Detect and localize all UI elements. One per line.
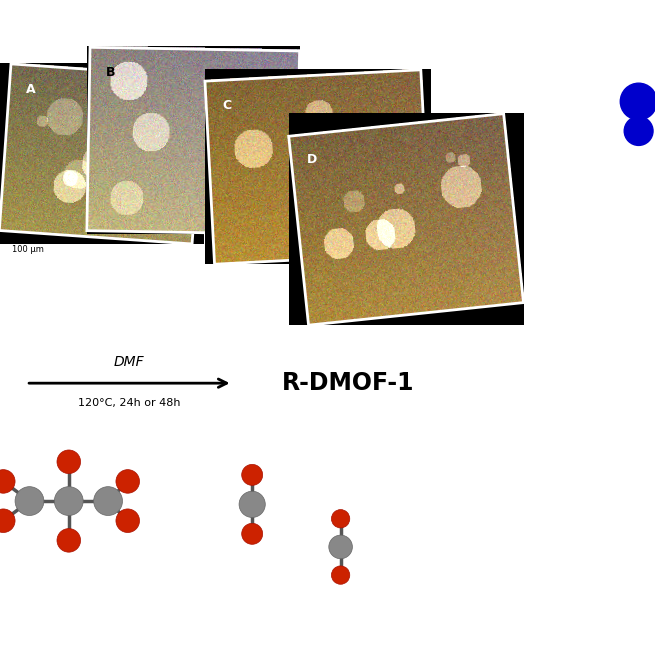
Circle shape xyxy=(57,529,81,552)
Circle shape xyxy=(116,470,140,493)
Circle shape xyxy=(329,535,352,559)
Circle shape xyxy=(57,450,81,474)
Circle shape xyxy=(116,509,140,533)
Circle shape xyxy=(620,83,655,120)
Circle shape xyxy=(331,510,350,528)
Text: B: B xyxy=(106,66,115,79)
Text: C: C xyxy=(222,98,231,111)
Text: D: D xyxy=(307,153,317,166)
Bar xyxy=(0,64,204,244)
Text: DMF: DMF xyxy=(114,355,145,369)
Bar xyxy=(289,114,523,325)
Bar xyxy=(205,70,430,264)
Circle shape xyxy=(0,470,15,493)
Circle shape xyxy=(239,491,265,517)
Text: A: A xyxy=(26,83,35,96)
Circle shape xyxy=(242,464,263,485)
Circle shape xyxy=(624,117,653,145)
Circle shape xyxy=(0,509,15,533)
Circle shape xyxy=(242,523,263,544)
Circle shape xyxy=(54,487,83,515)
Text: R-DMOF-1: R-DMOF-1 xyxy=(282,371,414,395)
Text: 120°C, 24h or 48h: 120°C, 24h or 48h xyxy=(78,398,181,407)
Circle shape xyxy=(331,566,350,584)
Circle shape xyxy=(94,487,122,515)
Bar xyxy=(87,47,299,234)
Circle shape xyxy=(15,487,44,515)
Text: 100 μm: 100 μm xyxy=(12,245,44,254)
